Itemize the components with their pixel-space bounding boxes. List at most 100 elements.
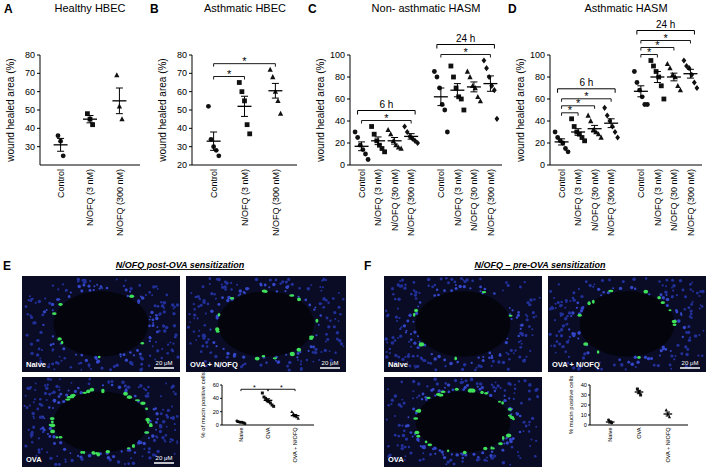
mucin-stain xyxy=(230,297,234,300)
nucleus xyxy=(698,295,700,297)
y-tick xyxy=(347,143,350,144)
nucleus xyxy=(630,286,633,289)
nucleus xyxy=(52,435,55,438)
nucleus xyxy=(398,424,401,427)
nucleus xyxy=(406,319,409,322)
nucleus xyxy=(56,455,58,457)
nucleus xyxy=(463,280,466,283)
nucleus xyxy=(318,359,320,361)
nucleus xyxy=(176,442,178,444)
nucleus xyxy=(525,424,528,427)
nucleus xyxy=(48,406,50,408)
nucleus xyxy=(314,351,317,354)
error-bar xyxy=(666,412,670,416)
nucleus xyxy=(26,406,29,409)
nucleus xyxy=(285,285,289,289)
nucleus xyxy=(119,353,121,355)
nucleus xyxy=(159,424,161,426)
nucleus xyxy=(69,452,71,454)
scale-bar xyxy=(680,367,700,369)
nucleus xyxy=(264,284,267,287)
nucleus xyxy=(436,382,439,385)
nucleus xyxy=(143,448,145,450)
nucleus xyxy=(167,409,170,412)
nucleus xyxy=(166,352,169,355)
nucleus xyxy=(300,360,302,362)
nucleus xyxy=(333,311,336,314)
nucleus xyxy=(528,430,531,433)
nucleus xyxy=(491,383,494,386)
nucleus xyxy=(477,456,479,458)
nucleus xyxy=(662,345,665,348)
nucleus xyxy=(149,340,151,342)
data-point xyxy=(682,57,687,63)
nucleus xyxy=(53,368,55,370)
nucleus xyxy=(397,444,399,446)
y-tick-label: 100 xyxy=(530,50,545,60)
nucleus xyxy=(298,296,300,298)
nucleus xyxy=(397,337,399,339)
nucleus xyxy=(416,355,419,358)
nucleus xyxy=(415,291,418,294)
mucin-stain xyxy=(506,434,511,438)
data-point xyxy=(678,87,683,92)
nucleus xyxy=(32,298,34,300)
mucin-stain xyxy=(484,392,488,394)
nucleus xyxy=(57,288,59,290)
nucleus xyxy=(31,412,34,415)
nucleus xyxy=(151,434,155,438)
marks xyxy=(353,57,500,162)
significance-label: * xyxy=(227,68,232,80)
nucleus xyxy=(520,323,523,326)
nucleus xyxy=(308,350,310,352)
nucleus xyxy=(173,391,175,393)
nucleus xyxy=(421,358,424,361)
nucleus xyxy=(138,284,141,287)
mucin-stain xyxy=(95,452,98,454)
nucleus xyxy=(506,338,508,340)
nucleus xyxy=(30,434,33,437)
nucleus xyxy=(673,358,675,360)
nucleus xyxy=(38,348,41,351)
data-point xyxy=(675,83,680,88)
nucleus xyxy=(560,328,563,331)
error-bar xyxy=(670,73,677,81)
x-tick-label: N/OFQ (300 nM) xyxy=(271,169,281,236)
nucleus xyxy=(555,303,557,305)
nucleus xyxy=(564,317,567,320)
nucleus xyxy=(74,390,77,393)
nucleus xyxy=(531,328,533,330)
y-axis xyxy=(222,385,223,425)
nucleus xyxy=(392,293,395,296)
nucleus xyxy=(333,325,336,328)
nucleus xyxy=(210,351,212,353)
x-tick-label: Control xyxy=(636,169,646,198)
nucleus xyxy=(494,390,496,392)
nucleus xyxy=(439,449,442,452)
nucleus xyxy=(481,451,484,454)
nucleus xyxy=(193,330,195,332)
y-axis-label: % mucin positive cells xyxy=(568,376,574,435)
nucleus xyxy=(507,353,509,355)
nucleus xyxy=(647,357,650,360)
mucin-stain xyxy=(427,443,432,446)
nucleus xyxy=(339,313,341,315)
nucleus xyxy=(214,355,217,358)
data-point xyxy=(598,135,603,140)
nucleus xyxy=(416,438,419,441)
x-axis xyxy=(590,425,688,426)
nucleus xyxy=(572,291,575,294)
nucleus xyxy=(321,303,323,305)
nucleus xyxy=(417,382,420,385)
nucleus xyxy=(443,358,446,361)
nucleus xyxy=(513,398,515,400)
nucleus xyxy=(48,435,51,438)
nucleus xyxy=(53,399,57,403)
nucleus xyxy=(174,393,177,396)
data-point xyxy=(355,135,360,140)
nucleus xyxy=(503,395,505,397)
nucleus xyxy=(140,363,143,366)
nucleus xyxy=(167,344,169,346)
micrograph: Naive20 μM xyxy=(22,276,180,372)
nucleus xyxy=(389,348,391,350)
